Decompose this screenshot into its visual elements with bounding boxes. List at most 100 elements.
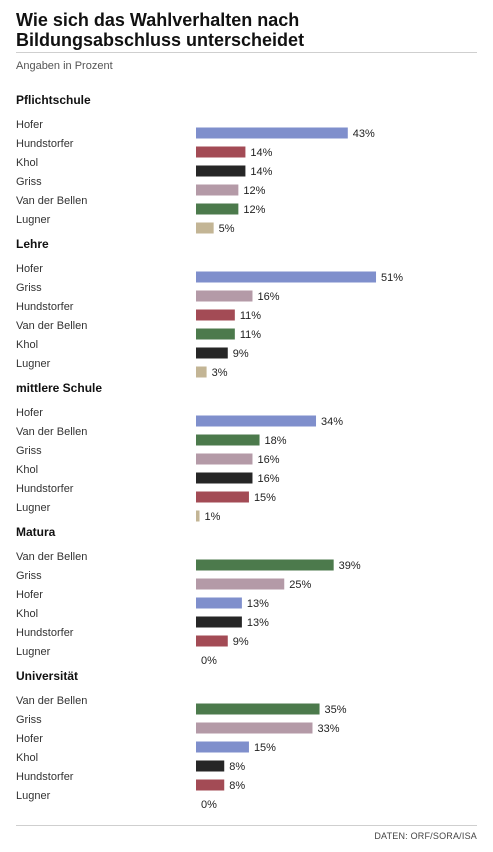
category-label-lehre-hundstorfer: Hundstorfer (16, 301, 74, 313)
bar-lehre-hundstorfer (196, 309, 235, 321)
value-label-universität-hundstorfer: 8% (229, 780, 245, 792)
value-label-lehre-lugner: 3% (212, 367, 228, 379)
bar-chart: Pflichtschule Hofer 43% Hundstorfer 14% Khol 1… (16, 93, 403, 811)
bar-matura-khol (196, 616, 242, 628)
bar-lehre-griss (196, 290, 253, 302)
value-label-lehre-hundstorfer: 11% (240, 310, 261, 322)
value-label-matura-griss: 25% (289, 579, 311, 591)
value-label-mittlere-schule-hofer: 34% (321, 416, 343, 428)
category-label-mittlere-schule-lugner: Lugner (16, 502, 51, 514)
category-label-universität-khol: Khol (16, 752, 38, 764)
value-label-pflichtschule-lugner: 5% (219, 223, 235, 235)
bar-matura-hundstorfer (196, 635, 228, 647)
bar-universität-hofer (196, 741, 249, 753)
value-label-universität-griss: 33% (317, 723, 339, 735)
group-heading-universität: Universität (16, 669, 78, 683)
bar-pflichtschule-lugner (196, 222, 214, 234)
value-label-universität-van-der-bellen: 35% (325, 704, 347, 716)
value-label-pflichtschule-hofer: 43% (353, 128, 375, 140)
group-heading-mittlere-schule: mittlere Schule (16, 381, 102, 395)
value-label-matura-lugner: 0% (201, 655, 217, 667)
chart-subtitle: Angaben in Prozent (16, 60, 113, 72)
bar-pflichtschule-griss (196, 184, 239, 196)
value-label-mittlere-schule-hundstorfer: 15% (254, 492, 276, 504)
chart-title: Wie sich das Wahlverhalten nach Bildungs… (16, 10, 476, 50)
bar-matura-van-der-bellen (196, 559, 334, 571)
bar-universität-khol (196, 760, 225, 772)
value-label-pflichtschule-khol: 14% (250, 166, 272, 178)
category-label-matura-griss: Griss (16, 570, 42, 582)
category-label-pflichtschule-hundstorfer: Hundstorfer (16, 138, 74, 150)
bar-pflichtschule-van-der-bellen (196, 203, 239, 215)
bar-lehre-khol (196, 347, 228, 359)
group-heading-matura: Matura (16, 525, 56, 539)
category-label-mittlere-schule-khol: Khol (16, 464, 38, 476)
bar-universität-hundstorfer (196, 779, 225, 791)
category-label-universität-van-der-bellen: Van der Bellen (16, 695, 87, 707)
bar-matura-hofer (196, 597, 242, 609)
bar-mittlere-schule-hundstorfer (196, 491, 249, 503)
value-label-mittlere-schule-lugner: 1% (205, 511, 221, 523)
category-label-universität-griss: Griss (16, 714, 42, 726)
category-label-lehre-griss: Griss (16, 282, 42, 294)
data-source: DATEN: ORF/SORA/ISA (374, 831, 477, 841)
value-label-mittlere-schule-van-der-bellen: 18% (265, 435, 287, 447)
value-label-lehre-griss: 16% (257, 291, 279, 303)
category-label-lehre-van-der-bellen: Van der Bellen (16, 320, 87, 332)
category-label-matura-hofer: Hofer (16, 589, 43, 601)
title-divider (16, 52, 477, 53)
category-label-universität-hofer: Hofer (16, 733, 43, 745)
bar-lehre-hofer (196, 271, 377, 283)
group-heading-lehre: Lehre (16, 237, 49, 251)
value-label-lehre-khol: 9% (233, 348, 249, 360)
category-label-lehre-khol: Khol (16, 339, 38, 351)
value-label-pflichtschule-hundstorfer: 14% (250, 147, 272, 159)
category-label-mittlere-schule-griss: Griss (16, 445, 42, 457)
bar-lehre-lugner (196, 366, 207, 378)
value-label-matura-hofer: 13% (247, 598, 269, 610)
value-label-universität-khol: 8% (229, 761, 245, 773)
bar-pflichtschule-hofer (196, 127, 348, 139)
bar-mittlere-schule-griss (196, 453, 253, 465)
category-label-lehre-hofer: Hofer (16, 263, 43, 275)
category-label-matura-hundstorfer: Hundstorfer (16, 627, 74, 639)
chart-title-line-2: Bildungsabschluss unterscheidet (16, 30, 305, 50)
bar-mittlere-schule-lugner (196, 510, 200, 522)
value-label-lehre-van-der-bellen: 11% (240, 329, 261, 341)
category-label-mittlere-schule-van-der-bellen: Van der Bellen (16, 426, 87, 438)
category-label-pflichtschule-van-der-bellen: Van der Bellen (16, 195, 87, 207)
value-label-matura-khol: 13% (247, 617, 269, 629)
bar-mittlere-schule-khol (196, 472, 253, 484)
value-label-pflichtschule-griss: 12% (243, 185, 265, 197)
value-label-universität-lugner: 0% (201, 799, 217, 811)
value-label-lehre-hofer: 51% (381, 272, 403, 284)
category-label-universität-hundstorfer: Hundstorfer (16, 771, 74, 783)
category-label-pflichtschule-griss: Griss (16, 176, 42, 188)
value-label-matura-hundstorfer: 9% (233, 636, 249, 648)
category-label-universität-lugner: Lugner (16, 790, 51, 802)
chart-title-line-1: Wie sich das Wahlverhalten nach (16, 10, 300, 30)
bar-lehre-van-der-bellen (196, 328, 235, 340)
value-label-mittlere-schule-griss: 16% (257, 454, 279, 466)
category-label-matura-khol: Khol (16, 608, 38, 620)
category-label-mittlere-schule-hofer: Hofer (16, 407, 43, 419)
bar-universität-van-der-bellen (196, 703, 320, 715)
bar-universität-griss (196, 722, 313, 734)
bar-mittlere-schule-van-der-bellen (196, 434, 260, 446)
category-label-pflichtschule-lugner: Lugner (16, 214, 51, 226)
value-label-universität-hofer: 15% (254, 742, 276, 754)
value-label-matura-van-der-bellen: 39% (339, 560, 361, 572)
bar-matura-griss (196, 578, 285, 590)
category-label-mittlere-schule-hundstorfer: Hundstorfer (16, 483, 74, 495)
value-label-pflichtschule-van-der-bellen: 12% (243, 204, 265, 216)
group-heading-pflichtschule: Pflichtschule (16, 93, 91, 107)
bar-mittlere-schule-hofer (196, 415, 317, 427)
footer-divider (16, 825, 477, 826)
category-label-pflichtschule-hofer: Hofer (16, 119, 43, 131)
category-label-pflichtschule-khol: Khol (16, 157, 38, 169)
category-label-matura-lugner: Lugner (16, 646, 51, 658)
value-label-mittlere-schule-khol: 16% (257, 473, 279, 485)
bar-pflichtschule-hundstorfer (196, 146, 246, 158)
bar-pflichtschule-khol (196, 165, 246, 177)
category-label-matura-van-der-bellen: Van der Bellen (16, 551, 87, 563)
